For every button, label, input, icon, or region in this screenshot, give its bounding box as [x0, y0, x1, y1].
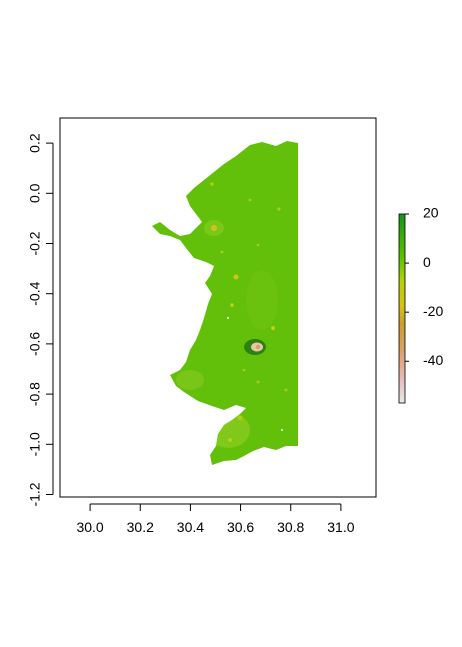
y-axis: 0.2 0.0 -0.2 -0.4 -0.6 -0.8 -1.0 -1.2: [27, 133, 54, 507]
raster-layer: [152, 141, 298, 465]
x-axis: 30.0 30.2 30.4 30.6 30.8 31.0: [76, 503, 355, 535]
x-tick-label: 30.6: [227, 519, 254, 535]
x-tick-label: 30.0: [76, 519, 103, 535]
plot-frame: [59, 117, 377, 498]
legend: 20 0 -20 -40: [398, 205, 443, 404]
white-speck: [227, 317, 229, 319]
y-tick-label: 0.0: [27, 183, 43, 203]
x-tick-label: 31.0: [327, 519, 354, 535]
y-tick-label: -1.0: [27, 432, 43, 456]
y-tick-label: -0.6: [27, 332, 43, 356]
legend-colorbar: [398, 213, 406, 404]
y-tick-label: -1.2: [27, 482, 43, 506]
legend-tick-label: -20: [423, 303, 443, 319]
y-tick-label: 0.2: [27, 133, 43, 153]
legend-tick-label: -40: [423, 352, 443, 368]
y-tick-label: -0.4: [27, 281, 43, 305]
white-speck-2: [281, 429, 283, 431]
x-tick-label: 30.8: [277, 519, 304, 535]
hotspot-center: [255, 344, 261, 350]
y-tick-label: -0.2: [27, 231, 43, 255]
legend-ticks: 20 0 -20 -40: [405, 205, 443, 368]
x-tick-label: 30.4: [177, 519, 204, 535]
legend-tick-label: 20: [423, 205, 439, 221]
y-tick-label: -0.8: [27, 382, 43, 406]
legend-tick-label: 0: [423, 254, 431, 270]
x-tick-label: 30.2: [127, 519, 154, 535]
